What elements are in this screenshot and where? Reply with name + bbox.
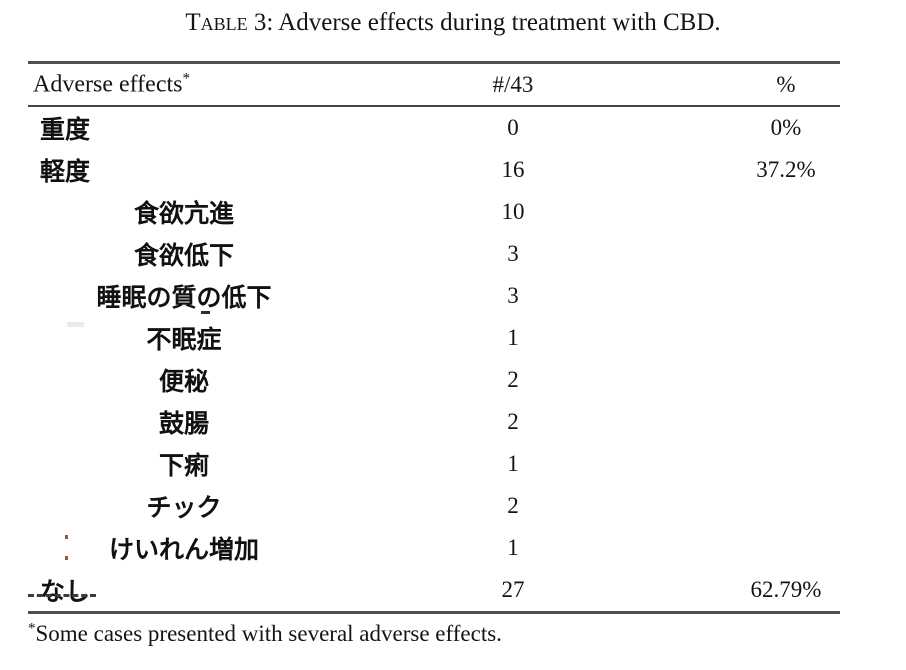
row-count: 1	[507, 535, 519, 560]
row-label: チック	[146, 493, 222, 522]
row-count: 0	[507, 115, 519, 140]
table-row: 鼓腸 2	[28, 401, 840, 443]
table-caption-text: 3: Adverse effects during treatment with…	[253, 9, 721, 36]
ocr-artifact-dot	[65, 535, 68, 539]
table-row: 重度 0 0%	[28, 107, 840, 149]
table-mid-rule	[28, 105, 840, 107]
row-label: 食欲低下	[133, 241, 234, 270]
footnote-text: Some cases presented with several advers…	[35, 621, 502, 646]
table-row: 不眠症 1	[28, 317, 840, 359]
column-header-percent: %	[776, 71, 796, 97]
table-row: 食欲亢進 10	[28, 191, 840, 233]
row-count: 2	[507, 367, 519, 392]
row-label: 鼓腸	[158, 409, 209, 438]
table-row: なし 27 62.79%	[28, 569, 840, 611]
row-count: 16	[501, 157, 525, 182]
row-count: 3	[507, 283, 519, 308]
row-label: 下痢	[158, 451, 209, 480]
row-count: 10	[501, 199, 525, 224]
table-rows: 重度 0 0% 軽度 16 37.2% 食欲亢進 10 食欲低下 3 睡眠の質の低下 3 不眠症 1 便秘 2…	[28, 107, 840, 611]
table-footnote: *Some cases presented with several adver…	[28, 621, 502, 647]
table-row: 食欲低下 3	[28, 233, 840, 275]
row-label: なし	[40, 577, 91, 606]
table-bottom-rule	[28, 611, 840, 614]
table-row: けいれん増加 1	[28, 527, 840, 569]
row-percent: 62.79%	[750, 577, 822, 602]
table-row: チック 2	[28, 485, 840, 527]
table-top-rule	[28, 61, 840, 64]
footnote-asterisk-icon: *	[28, 620, 36, 637]
row-label: 軽度	[40, 157, 91, 186]
row-count: 1	[507, 325, 519, 350]
table-row: 睡眠の質の低下 3	[28, 275, 840, 317]
row-label: 食欲亢進	[133, 199, 234, 228]
row-count: 1	[507, 451, 519, 476]
row-count: 27	[501, 577, 525, 602]
row-count: 2	[507, 493, 519, 518]
column-header-effects-label: Adverse effects	[33, 71, 183, 97]
table-row: 軽度 16 37.2%	[28, 149, 840, 191]
row-label: 睡眠の質の低下	[96, 283, 272, 312]
table-caption: Table 3: Adverse effects during treatmen…	[0, 9, 906, 37]
column-header-effects: Adverse effects*	[33, 71, 190, 98]
ocr-artifact-dot	[65, 556, 68, 560]
column-header-count: #/43	[492, 71, 534, 97]
row-count: 3	[507, 241, 519, 266]
table-header-row: Adverse effects* #/43 %	[28, 64, 840, 105]
table-row: 便秘 2	[28, 359, 840, 401]
ocr-artifact-smudge	[67, 322, 84, 327]
ocr-artifact-dash	[201, 311, 210, 314]
row-percent: 37.2%	[756, 157, 816, 182]
row-label: 便秘	[158, 367, 209, 396]
row-label: 不眠症	[146, 325, 222, 354]
row-label: 重度	[40, 115, 91, 144]
row-count: 2	[507, 409, 519, 434]
table-row: 下痢 1	[28, 443, 840, 485]
footnote-marker-icon: *	[182, 70, 190, 86]
ocr-artifact-dashes	[28, 594, 96, 597]
row-percent: 0%	[770, 115, 802, 140]
table-caption-label: Table	[185, 9, 248, 36]
row-label: けいれん増加	[108, 535, 259, 564]
adverse-effects-table: Adverse effects* #/43 % 重度 0 0% 軽度 16 37.2% 食欲…	[28, 61, 840, 614]
